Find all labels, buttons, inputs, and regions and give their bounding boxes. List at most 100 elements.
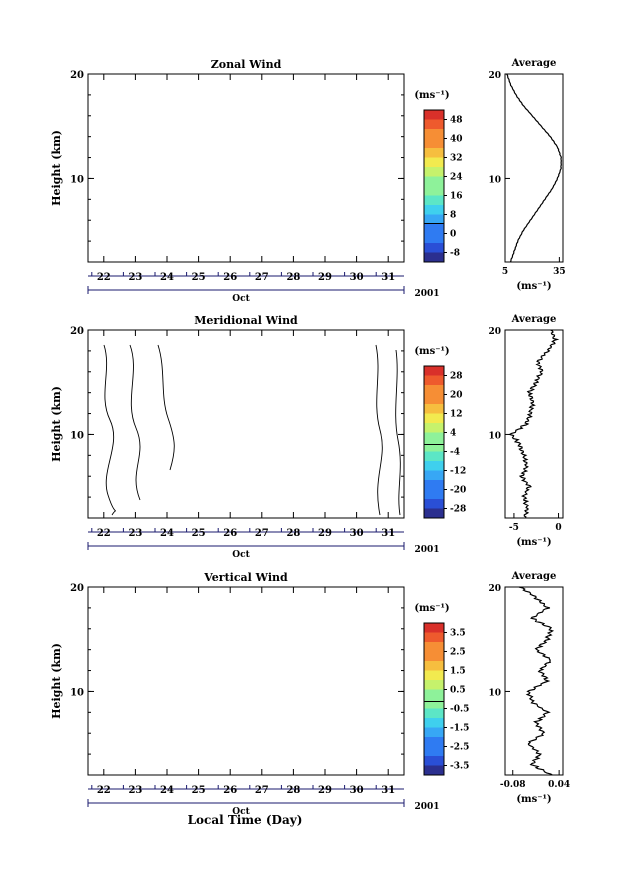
plot-frame	[87, 73, 405, 263]
y-tick-label: 10	[70, 430, 84, 441]
day-label: 27	[255, 528, 269, 539]
contour-line	[129, 344, 141, 501]
day-label: 28	[286, 272, 300, 283]
profile-frame	[504, 329, 564, 519]
colorbar: 48 40 32 24 16 8 0 -8	[423, 109, 463, 263]
profile-title: Average	[511, 314, 557, 325]
profile-x-label: 5	[502, 267, 508, 277]
colorbar-bin	[424, 413, 444, 424]
colorbar-bin	[424, 138, 444, 149]
colorbar-bin	[424, 480, 444, 490]
colorbar-bin	[424, 224, 444, 234]
profile-y-label: 20	[488, 327, 501, 337]
colorbar-bin	[424, 233, 444, 244]
colorbar-tick-label: 12	[450, 410, 463, 420]
colorbar-tick-label: 8	[450, 211, 456, 221]
profile-x-label: 35	[553, 267, 566, 277]
colorbar-bin	[424, 470, 444, 481]
colorbar-bin	[424, 243, 444, 253]
year-label: 2001	[414, 289, 439, 299]
average-profile: Average 20 10 5 35(ms⁻¹)	[488, 58, 565, 292]
colorbar-bin	[424, 167, 444, 177]
colorbar-bin	[424, 385, 444, 395]
y-tick-label: 20	[70, 326, 84, 337]
profile-frame	[504, 73, 564, 263]
colorbar-bin	[424, 442, 444, 452]
y-tick-label: 10	[70, 174, 84, 185]
colorbar-tick-label: 20	[450, 391, 463, 401]
profile-unit: (ms⁻¹)	[516, 281, 551, 292]
colorbar-bin	[424, 186, 444, 196]
day-label: 22	[97, 528, 111, 539]
colorbar-bin	[424, 157, 444, 168]
colorbar-tick-label: 28	[450, 372, 463, 382]
profile-x-label: -5	[509, 523, 519, 533]
day-label: 27	[255, 272, 269, 283]
day-label: 25	[192, 272, 206, 283]
plot-frame	[87, 329, 405, 519]
colorbar-bin	[424, 499, 444, 509]
colorbar-bin	[424, 451, 444, 462]
profile-y-label: 10	[488, 175, 501, 185]
colorbar-tick-label: 48	[450, 116, 463, 126]
colorbar-bin	[424, 252, 444, 263]
day-label: 26	[223, 272, 237, 283]
month-label: Oct	[232, 294, 250, 304]
colorbar-frame	[423, 365, 445, 519]
day-label: 24	[160, 528, 174, 539]
colorbar-unit: (ms⁻¹)	[414, 90, 449, 101]
colorbar-tick-label: -12	[450, 467, 466, 477]
contour-line	[103, 344, 116, 516]
panel-title: Meridional Wind	[194, 314, 298, 327]
colorbar-bin	[424, 366, 444, 376]
colorbar-bin	[424, 176, 444, 187]
day-label: 23	[128, 272, 142, 283]
colorbar-bin	[424, 404, 444, 414]
colorbar-tick-label: 4	[450, 429, 456, 439]
panel-title: Zonal Wind	[211, 58, 282, 71]
colorbar-tick-label: 32	[450, 154, 463, 164]
colorbar-tick-label: -4	[450, 448, 460, 458]
colorbar-bin	[424, 394, 444, 405]
colorbar-bin	[424, 461, 444, 471]
y-axis-label: Height (km)	[50, 386, 63, 462]
colorbar-tick-label: 24	[450, 173, 463, 183]
day-label: 28	[286, 528, 300, 539]
month-label: Oct	[232, 550, 250, 560]
day-label: 22	[97, 272, 111, 283]
colorbar-tick-label: 16	[450, 192, 463, 202]
profile-line	[507, 329, 560, 519]
colorbar-bin	[424, 432, 444, 443]
profile-unit: (ms⁻¹)	[516, 537, 551, 548]
colorbar-unit: (ms⁻¹)	[414, 346, 449, 357]
year-label: 2001	[414, 545, 439, 555]
contour-line	[395, 349, 401, 516]
colorbar-bin	[424, 214, 444, 225]
colorbar-tick-label: 0	[450, 230, 456, 240]
panel-meridional: Meridional Wind 20 10 Height (km) 22 23 24 25 26…	[50, 314, 564, 560]
zero-contours	[103, 344, 401, 516]
colorbar-bin	[424, 375, 444, 386]
colorbar-bin	[424, 129, 444, 139]
y-tick-label: 20	[70, 70, 84, 81]
profile-title: Average	[511, 58, 557, 69]
day-label: 25	[192, 528, 206, 539]
colorbar-bin	[424, 205, 444, 215]
day-label: 30	[350, 528, 364, 539]
colorbar-bin	[424, 489, 444, 500]
contour-line	[157, 344, 175, 471]
day-label: 29	[318, 272, 332, 283]
colorbar-tick-label: -28	[450, 505, 466, 515]
day-label: 31	[381, 528, 395, 539]
y-axis-label: Height (km)	[50, 130, 63, 206]
profile-x-label: 0	[555, 523, 561, 533]
average-profile: Average 20 10 -5 0 (ms⁻¹)	[488, 314, 564, 548]
colorbar-tick-label: -20	[450, 486, 466, 496]
colorbar-bin	[424, 508, 444, 519]
contour-line	[375, 344, 383, 516]
colorbar-tick-label: -8	[450, 249, 460, 259]
colorbar-frame	[423, 109, 445, 263]
colorbar-bin	[424, 423, 444, 433]
